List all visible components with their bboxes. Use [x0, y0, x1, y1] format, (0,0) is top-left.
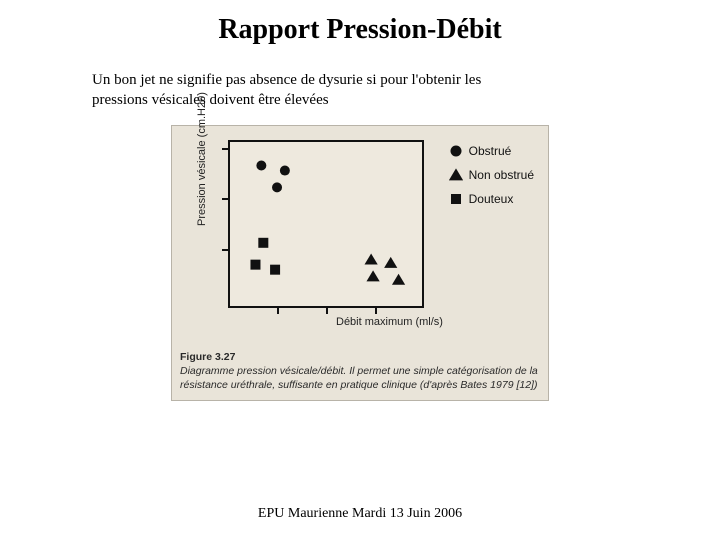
- page-title: Rapport Pression-Débit: [0, 0, 720, 46]
- chart-plot-box: [228, 140, 424, 308]
- data-point: [392, 273, 405, 284]
- y-tick: [222, 198, 228, 200]
- x-axis-label: Débit maximum (ml/s): [336, 316, 443, 328]
- data-point: [365, 253, 378, 264]
- circle-icon: [449, 144, 463, 158]
- chart-legend: Obstrué Non obstrué Douteux: [449, 144, 534, 216]
- data-point: [280, 165, 290, 175]
- data-point: [256, 160, 266, 170]
- data-point: [366, 270, 379, 281]
- legend-label: Non obstrué: [469, 168, 534, 182]
- legend-label: Douteux: [469, 192, 514, 206]
- legend-row: Non obstrué: [449, 168, 534, 182]
- subtitle-line2: pressions vésicales doivent être élevées: [92, 92, 329, 108]
- triangle-icon: [449, 168, 463, 182]
- data-point: [270, 264, 280, 274]
- figure-number: Figure 3.27: [180, 351, 235, 363]
- legend-row: Douteux: [449, 192, 534, 206]
- x-tick: [375, 308, 377, 314]
- chart-area: Pression vésicale (cm.H20) Débit maximum…: [208, 134, 538, 344]
- footer-text: EPU Maurienne Mardi 13 Juin 2006: [0, 506, 720, 522]
- y-axis-label: Pression vésicale (cm.H20): [196, 92, 208, 226]
- data-point: [384, 256, 397, 267]
- x-tick: [326, 308, 328, 314]
- data-point: [258, 237, 268, 247]
- subtitle-line1: Un bon jet ne signifie pas absence de dy…: [92, 72, 481, 88]
- subtitle: Un bon jet ne signifie pas absence de dy…: [0, 46, 720, 111]
- figure-container: Pression vésicale (cm.H20) Débit maximum…: [171, 125, 549, 402]
- data-point: [272, 182, 282, 192]
- figure-caption: Figure 3.27 Diagramme pression vésicale/…: [180, 350, 538, 393]
- y-tick: [222, 148, 228, 150]
- y-tick: [222, 249, 228, 251]
- square-icon: [449, 192, 463, 206]
- legend-row: Obstrué: [449, 144, 534, 158]
- figure-caption-text: Diagramme pression vésicale/débit. Il pe…: [180, 365, 538, 391]
- x-tick: [277, 308, 279, 314]
- legend-label: Obstrué: [469, 144, 512, 158]
- data-point: [250, 259, 260, 269]
